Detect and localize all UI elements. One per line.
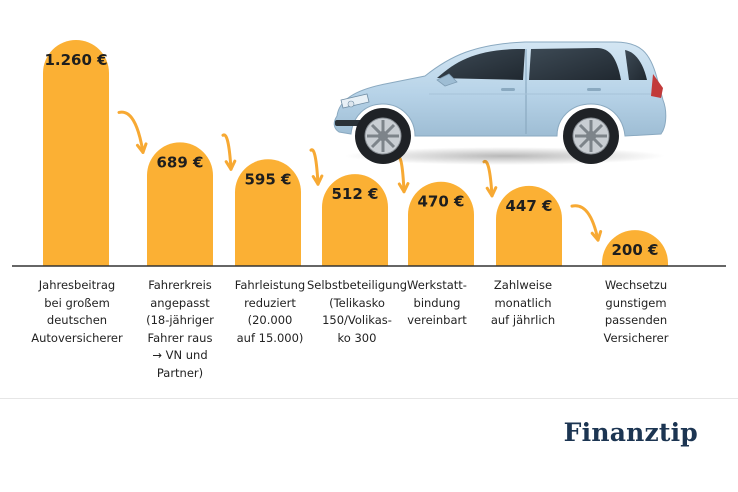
bar-value-label-2: 595 €: [245, 170, 292, 188]
curved-arrow-icon-0: [117, 110, 148, 154]
category-label-2: Fahrleistung reduziert (20.000 auf 15.00…: [234, 278, 306, 345]
category-label-5: Zahlweise monatlich auf jährlich: [490, 278, 556, 327]
brand-logo: Finanztip: [563, 418, 698, 447]
bars-layer: [43, 40, 668, 266]
category-label-6: Wechsetzu gunstigem passenden Versichere…: [603, 278, 669, 345]
bar-2: [235, 159, 301, 266]
bar-3: [322, 174, 388, 266]
bar-1: [147, 142, 213, 266]
curved-arrow-icon-1: [221, 133, 237, 171]
category-label-1: Fahrerkreis angepasst (18-jähriger Fahre…: [146, 278, 214, 380]
category-label-3: Selbstbeteiligung (Telikasko 150/Volikas…: [306, 278, 408, 345]
bar-value-label-6: 200 €: [612, 241, 659, 259]
curved-arrow-icon-2: [309, 148, 324, 186]
curved-arrow-icon-5: [570, 204, 603, 242]
bar-value-label-0: 1.260 €: [44, 51, 107, 69]
bar-value-label-3: 512 €: [332, 185, 379, 203]
bar-0: [43, 40, 109, 266]
bar-value-label-4: 470 €: [418, 193, 465, 211]
category-label-0: Jahresbeitrag bei großem deutschen Autov…: [31, 278, 123, 345]
car-illustration: [333, 41, 667, 165]
bar-5: [496, 185, 562, 266]
category-label-4: Werkstatt- bindung vereinbart: [407, 278, 467, 327]
bar-6: [602, 230, 668, 266]
value-labels-layer: 1.260 € 689 € 595 € 512 € 470 € 447 € 200 €: [44, 51, 658, 259]
bar-value-label-1: 689 €: [157, 153, 204, 171]
bar-value-label-5: 447 €: [506, 197, 553, 215]
bar-4: [408, 181, 474, 266]
footer-divider: [0, 398, 738, 399]
arrows-layer: [117, 110, 603, 242]
